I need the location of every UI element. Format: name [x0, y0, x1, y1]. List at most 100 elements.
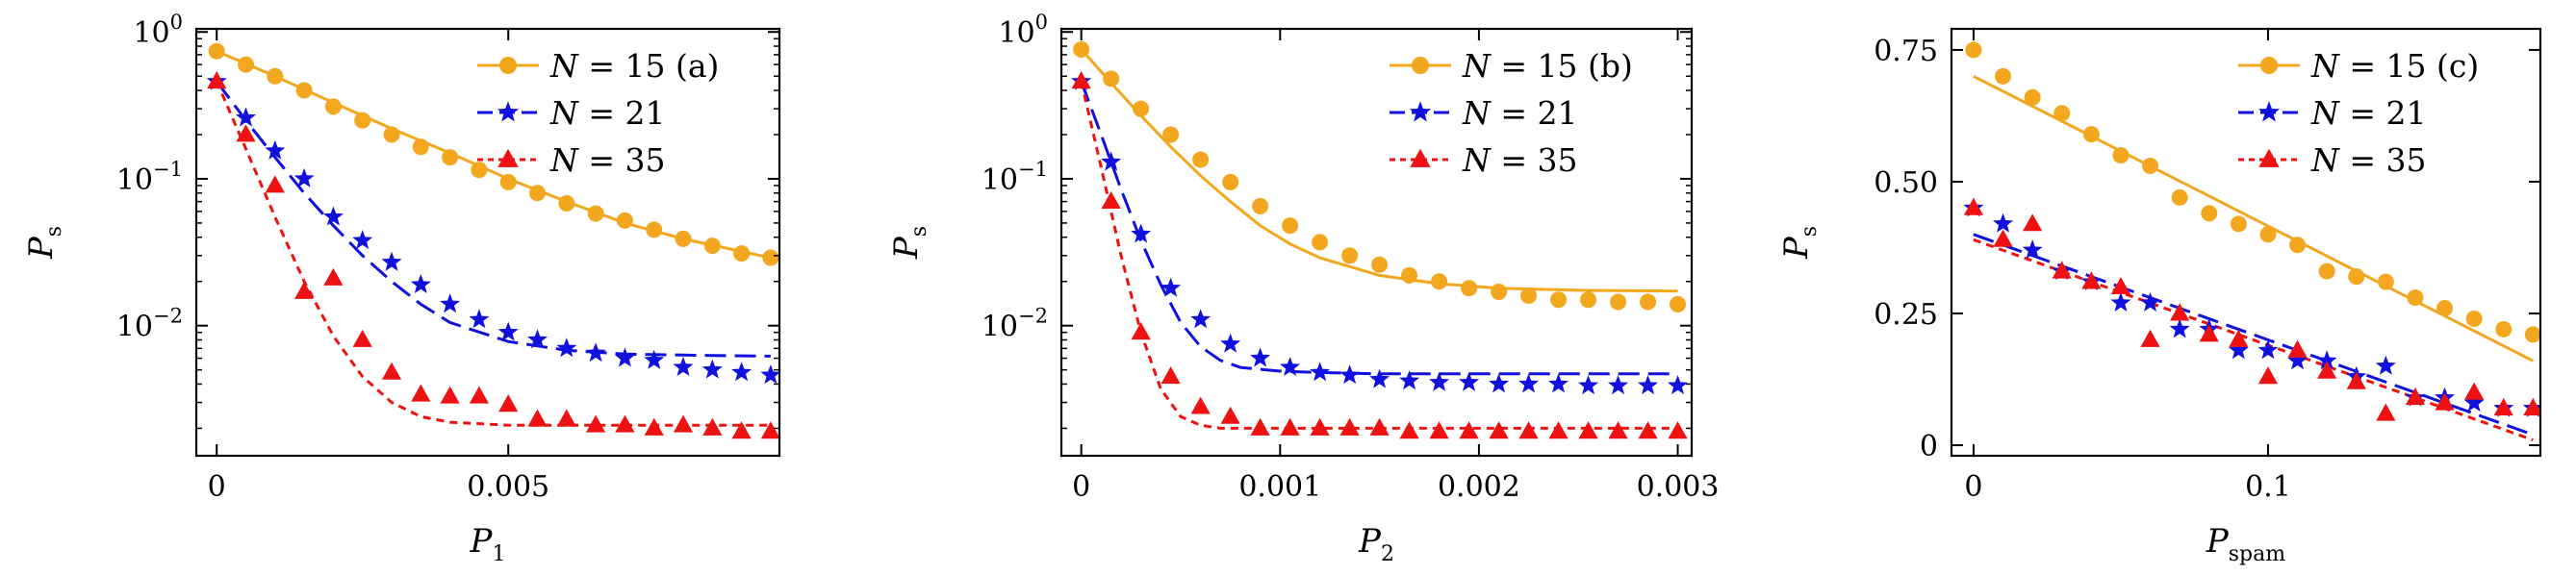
x-axis-label: P1: [470, 522, 506, 566]
data-point-n15: [1401, 266, 1418, 284]
data-point-n15: [383, 126, 400, 143]
y-tick-label: 10−1: [982, 158, 1048, 197]
data-point-n35: [352, 329, 372, 347]
data-point-n15: [646, 221, 663, 238]
data-point-n35: [1310, 417, 1330, 436]
legend-label-n15: N = 15 (c): [2310, 47, 2479, 85]
data-point-n21: [410, 274, 431, 294]
data-point-n21: [760, 364, 779, 385]
data-point-n15: [2082, 126, 2100, 143]
legend-label-n15: N = 15 (a): [549, 47, 719, 85]
data-point-n35: [1548, 421, 1569, 439]
data-point-n15: [529, 185, 547, 202]
plot-area: [206, 42, 779, 439]
data-point-n15: [2465, 310, 2483, 327]
data-point-n21: [381, 251, 402, 271]
data-point-n21: [1993, 212, 2014, 233]
data-point-n15: [1222, 173, 1239, 190]
data-point-n15: [2495, 320, 2512, 338]
data-point-n15: [675, 230, 692, 247]
data-point-n35: [1459, 421, 1479, 439]
data-point-n35: [1518, 421, 1539, 439]
data-point-n21: [1518, 373, 1540, 393]
data-point-n21: [2140, 291, 2161, 312]
data-point-n35: [1190, 396, 1211, 414]
axes-frame: [1950, 27, 2542, 458]
data-point-n35: [2523, 398, 2540, 416]
data-point-n35: [586, 414, 606, 433]
data-point-n35: [760, 421, 779, 439]
legend: N = 15 (c) N = 21 N = 35: [2238, 47, 2479, 179]
x-axis-label: Pspam: [2206, 522, 2285, 566]
data-point-n35: [1668, 421, 1688, 439]
x-tick-label: 0: [1964, 470, 1982, 504]
data-point-n15: [2436, 300, 2454, 317]
data-point-n15: [1341, 247, 1359, 264]
data-point-n21: [1310, 362, 1331, 382]
data-point-n35: [2170, 303, 2190, 321]
data-point-n35: [2376, 403, 2396, 421]
data-point-n35: [1429, 421, 1449, 439]
data-point-n35: [2081, 271, 2102, 289]
data-point-n15: [1610, 293, 1627, 311]
y-axis-label: Ps: [887, 226, 931, 260]
data-point-n21: [236, 107, 257, 127]
data-point-n15: [2289, 237, 2307, 254]
data-point-n15: [2524, 326, 2540, 343]
data-point-n35: [381, 362, 402, 380]
y-tick-label: 10−2: [982, 305, 1048, 344]
legend-marker-n15: [499, 57, 517, 74]
chart-panel-2: 0 0.001 0.002 0.003 100 10−1 10−2 P2 Ps N = 15 (b…: [887, 11, 1719, 566]
data-point-n21: [2169, 318, 2190, 338]
data-point-n35: [1160, 366, 1181, 385]
data-point-n21: [2110, 291, 2131, 312]
fit-line-n15: [1080, 48, 1678, 293]
data-point-n15: [1431, 273, 1448, 290]
y-tick-label: 100: [133, 11, 183, 50]
data-point-n15: [2348, 268, 2365, 286]
data-point-n21: [556, 338, 577, 358]
data-point-n35: [615, 414, 635, 433]
x-tick-label: 0.1: [2245, 470, 2291, 504]
data-point-n21: [2022, 239, 2043, 260]
chart-panel-3: 0 0.1 0 0.25 0.50 0.75 Pspam Ps N = 15 (c) N = 21…: [1777, 27, 2542, 566]
data-point-n21: [1250, 347, 1271, 367]
data-point-n35: [2287, 339, 2308, 358]
data-point-n15: [354, 112, 371, 129]
data-point-n35: [1131, 322, 1151, 340]
data-point-n15: [1461, 280, 1478, 297]
data-point-n15: [1162, 126, 1180, 143]
y-tick-label: 0.25: [1874, 298, 1938, 332]
data-point-n21: [469, 309, 490, 329]
data-point-n15: [1995, 67, 2012, 85]
data-point-n35: [2346, 371, 2366, 389]
data-point-n15: [1252, 198, 1269, 215]
data-point-n35: [1993, 229, 2013, 247]
data-point-n15: [412, 138, 429, 156]
data-point-n21: [1220, 333, 1241, 353]
data-point-n21: [585, 342, 606, 362]
data-point-n35: [265, 175, 285, 193]
data-point-n35: [294, 281, 315, 299]
x-tick-label: 0.002: [1438, 470, 1520, 504]
y-tick-label: 0.75: [1874, 35, 1938, 68]
fit-line-n21: [1080, 81, 1678, 376]
data-point-n21: [322, 206, 344, 226]
data-point-n21: [1131, 223, 1152, 243]
axes-frame: [194, 27, 781, 458]
data-point-n35: [556, 409, 576, 427]
data-point-n21: [1280, 357, 1301, 376]
data-point-n21: [2287, 350, 2308, 370]
data-point-n21: [1190, 309, 1211, 329]
data-point-n21: [527, 329, 548, 349]
data-point-n15: [1192, 151, 1210, 168]
legend-marker-n15: [2260, 57, 2278, 74]
data-point-n15: [1133, 100, 1150, 117]
data-point-n15: [1103, 70, 1120, 88]
data-point-n21: [1101, 151, 1122, 171]
data-point-n35: [2493, 398, 2513, 416]
data-point-n35: [2229, 329, 2249, 347]
data-point-n21: [265, 139, 286, 160]
